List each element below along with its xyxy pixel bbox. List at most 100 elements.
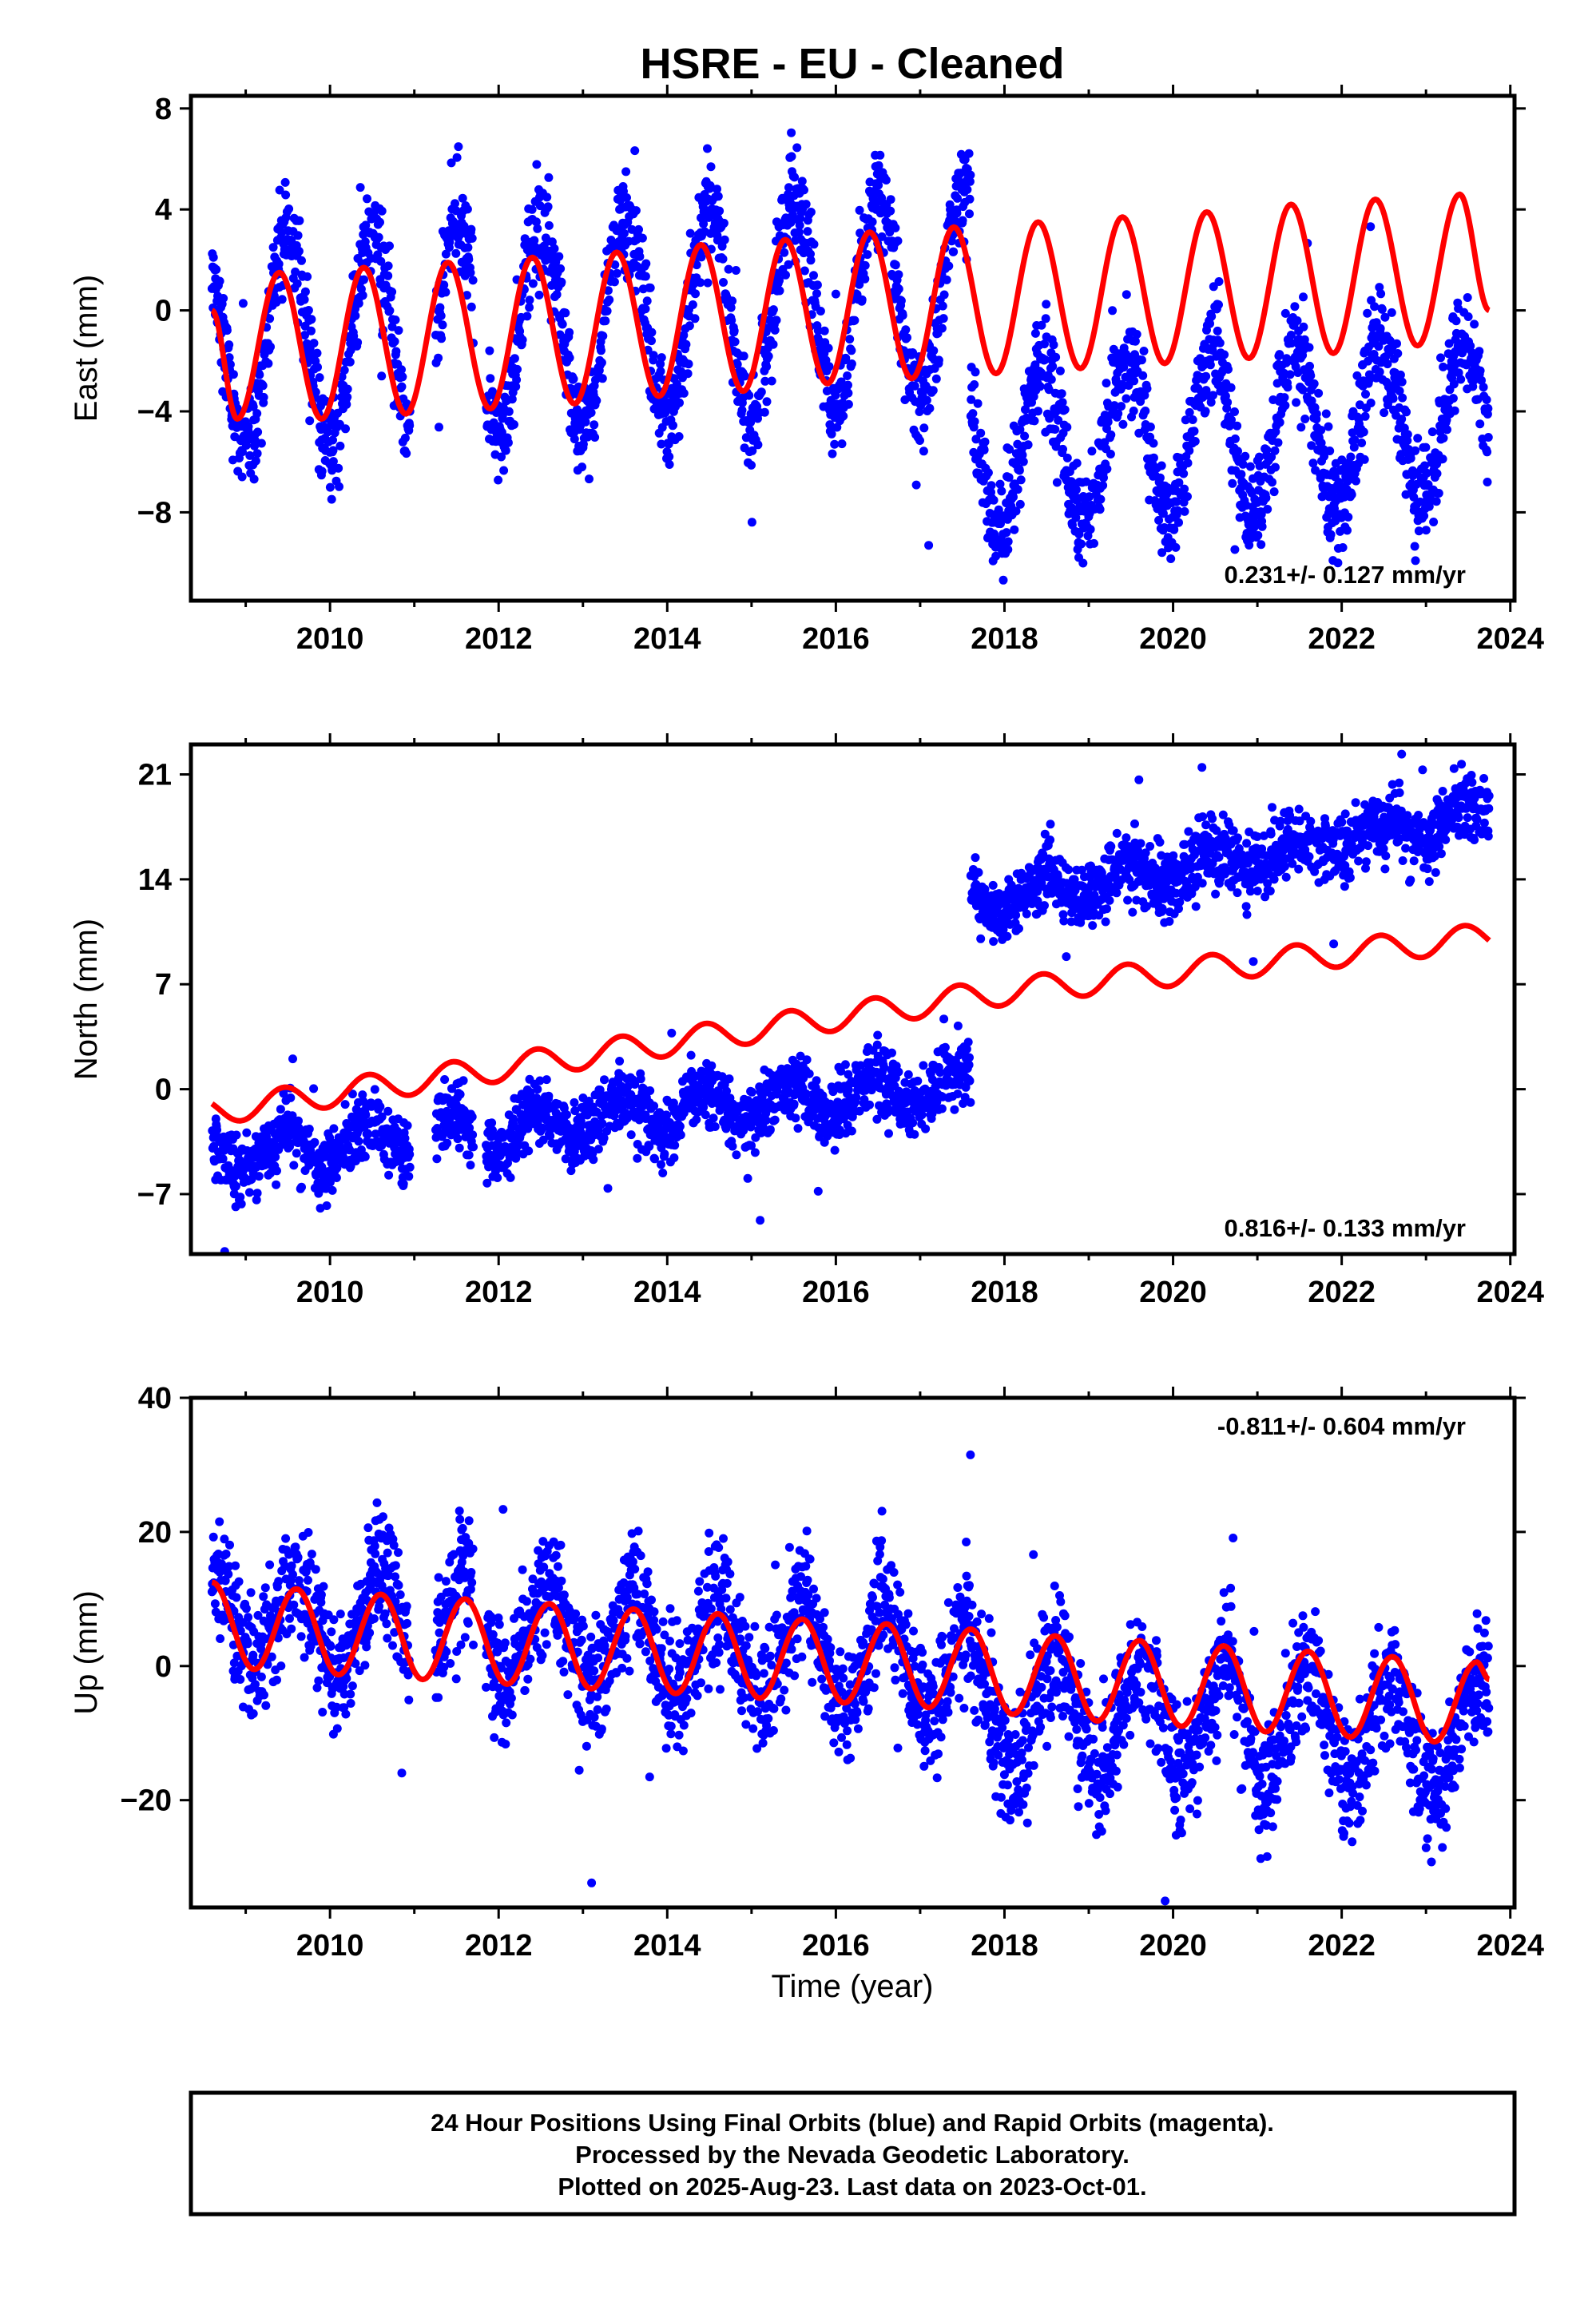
east-point	[349, 331, 359, 341]
north-point	[865, 1100, 874, 1109]
east-point	[402, 449, 411, 458]
east-point	[436, 311, 446, 320]
east-point	[351, 311, 360, 320]
east-point	[657, 353, 666, 363]
east-point	[1180, 484, 1189, 494]
east-point	[1130, 336, 1140, 346]
east-rate-label: 0.231+/- 0.127 mm/yr	[1225, 561, 1466, 589]
north-point	[304, 1125, 314, 1133]
east-point	[259, 392, 268, 402]
north-point	[399, 1179, 408, 1189]
east-point	[387, 287, 397, 296]
east-x-tick-label: 2022	[1308, 622, 1376, 656]
east-point	[724, 264, 733, 274]
east-point	[847, 346, 856, 355]
north-point	[328, 1185, 337, 1195]
north-point	[873, 1030, 883, 1040]
east-point	[770, 325, 780, 335]
north-point	[1102, 904, 1111, 914]
east-x-tick-label: 2020	[1139, 622, 1207, 656]
east-point	[373, 250, 383, 260]
east-point	[874, 161, 883, 170]
east-point	[1138, 371, 1148, 380]
north-point	[533, 1085, 542, 1094]
east-point	[325, 482, 335, 492]
east-point	[1018, 451, 1027, 460]
north-point	[1130, 819, 1139, 828]
east-point	[601, 316, 610, 326]
east-x-tick-label: 2016	[802, 622, 870, 656]
east-point	[764, 351, 773, 361]
east-point	[669, 421, 677, 430]
east-x-tick-label: 2018	[971, 622, 1038, 656]
east-x-tick-label: 2014	[633, 622, 701, 656]
east-point	[965, 194, 975, 204]
east-point	[1314, 388, 1324, 398]
east-point	[688, 300, 697, 309]
east-point	[398, 372, 407, 382]
east-point	[466, 268, 475, 277]
east-point	[1299, 292, 1308, 302]
east-point	[801, 200, 811, 209]
east-point	[297, 256, 306, 265]
east-point	[1443, 425, 1451, 435]
east-point	[1451, 316, 1461, 326]
east-point	[684, 359, 693, 369]
east-point	[1172, 497, 1181, 506]
north-point	[600, 1075, 609, 1085]
east-point	[1106, 430, 1116, 439]
east-point	[343, 384, 352, 394]
north-point	[297, 1182, 306, 1192]
east-point	[1018, 457, 1028, 466]
north-point	[836, 1066, 846, 1076]
east-point	[1233, 421, 1242, 431]
east-point	[1137, 355, 1146, 365]
east-point	[1149, 439, 1158, 448]
north-point	[383, 1106, 393, 1116]
east-point	[1432, 469, 1442, 478]
east-point	[1230, 434, 1240, 443]
east-point	[284, 204, 294, 213]
north-point	[405, 1162, 415, 1172]
north-point	[903, 1070, 913, 1079]
east-point	[855, 205, 864, 215]
east-point	[609, 277, 619, 287]
north-point	[747, 1087, 756, 1097]
east-point	[590, 433, 600, 442]
east-point	[963, 185, 972, 194]
east-point	[1418, 636, 1427, 645]
east-point	[1106, 450, 1115, 458]
east-point	[1352, 371, 1362, 380]
east-point	[597, 358, 606, 367]
east-point	[212, 265, 221, 274]
east-point	[1380, 312, 1390, 322]
east-point	[1058, 444, 1067, 454]
east-point	[762, 362, 772, 371]
east-point	[816, 307, 825, 316]
east-point	[995, 479, 1005, 489]
east-point	[631, 206, 641, 216]
east-point	[1388, 394, 1398, 403]
east-point	[466, 302, 476, 312]
east-point	[775, 286, 784, 296]
east-point	[1108, 306, 1118, 316]
east-point	[727, 316, 736, 325]
east-point	[1387, 308, 1396, 317]
north-point	[432, 1154, 442, 1164]
east-point	[794, 228, 804, 237]
north-point	[974, 867, 983, 877]
east-point	[911, 480, 921, 490]
east-point	[844, 388, 853, 398]
north-point	[317, 1162, 327, 1172]
north-point	[1128, 907, 1137, 917]
east-point	[1044, 385, 1054, 395]
east-point	[1475, 419, 1485, 429]
east-point	[224, 340, 234, 350]
north-point	[630, 1080, 640, 1089]
north-point	[1046, 836, 1055, 844]
east-point	[1411, 556, 1420, 566]
east-point	[775, 276, 784, 285]
east-point	[1020, 431, 1030, 441]
north-point	[963, 1038, 973, 1047]
east-point	[1227, 415, 1236, 425]
